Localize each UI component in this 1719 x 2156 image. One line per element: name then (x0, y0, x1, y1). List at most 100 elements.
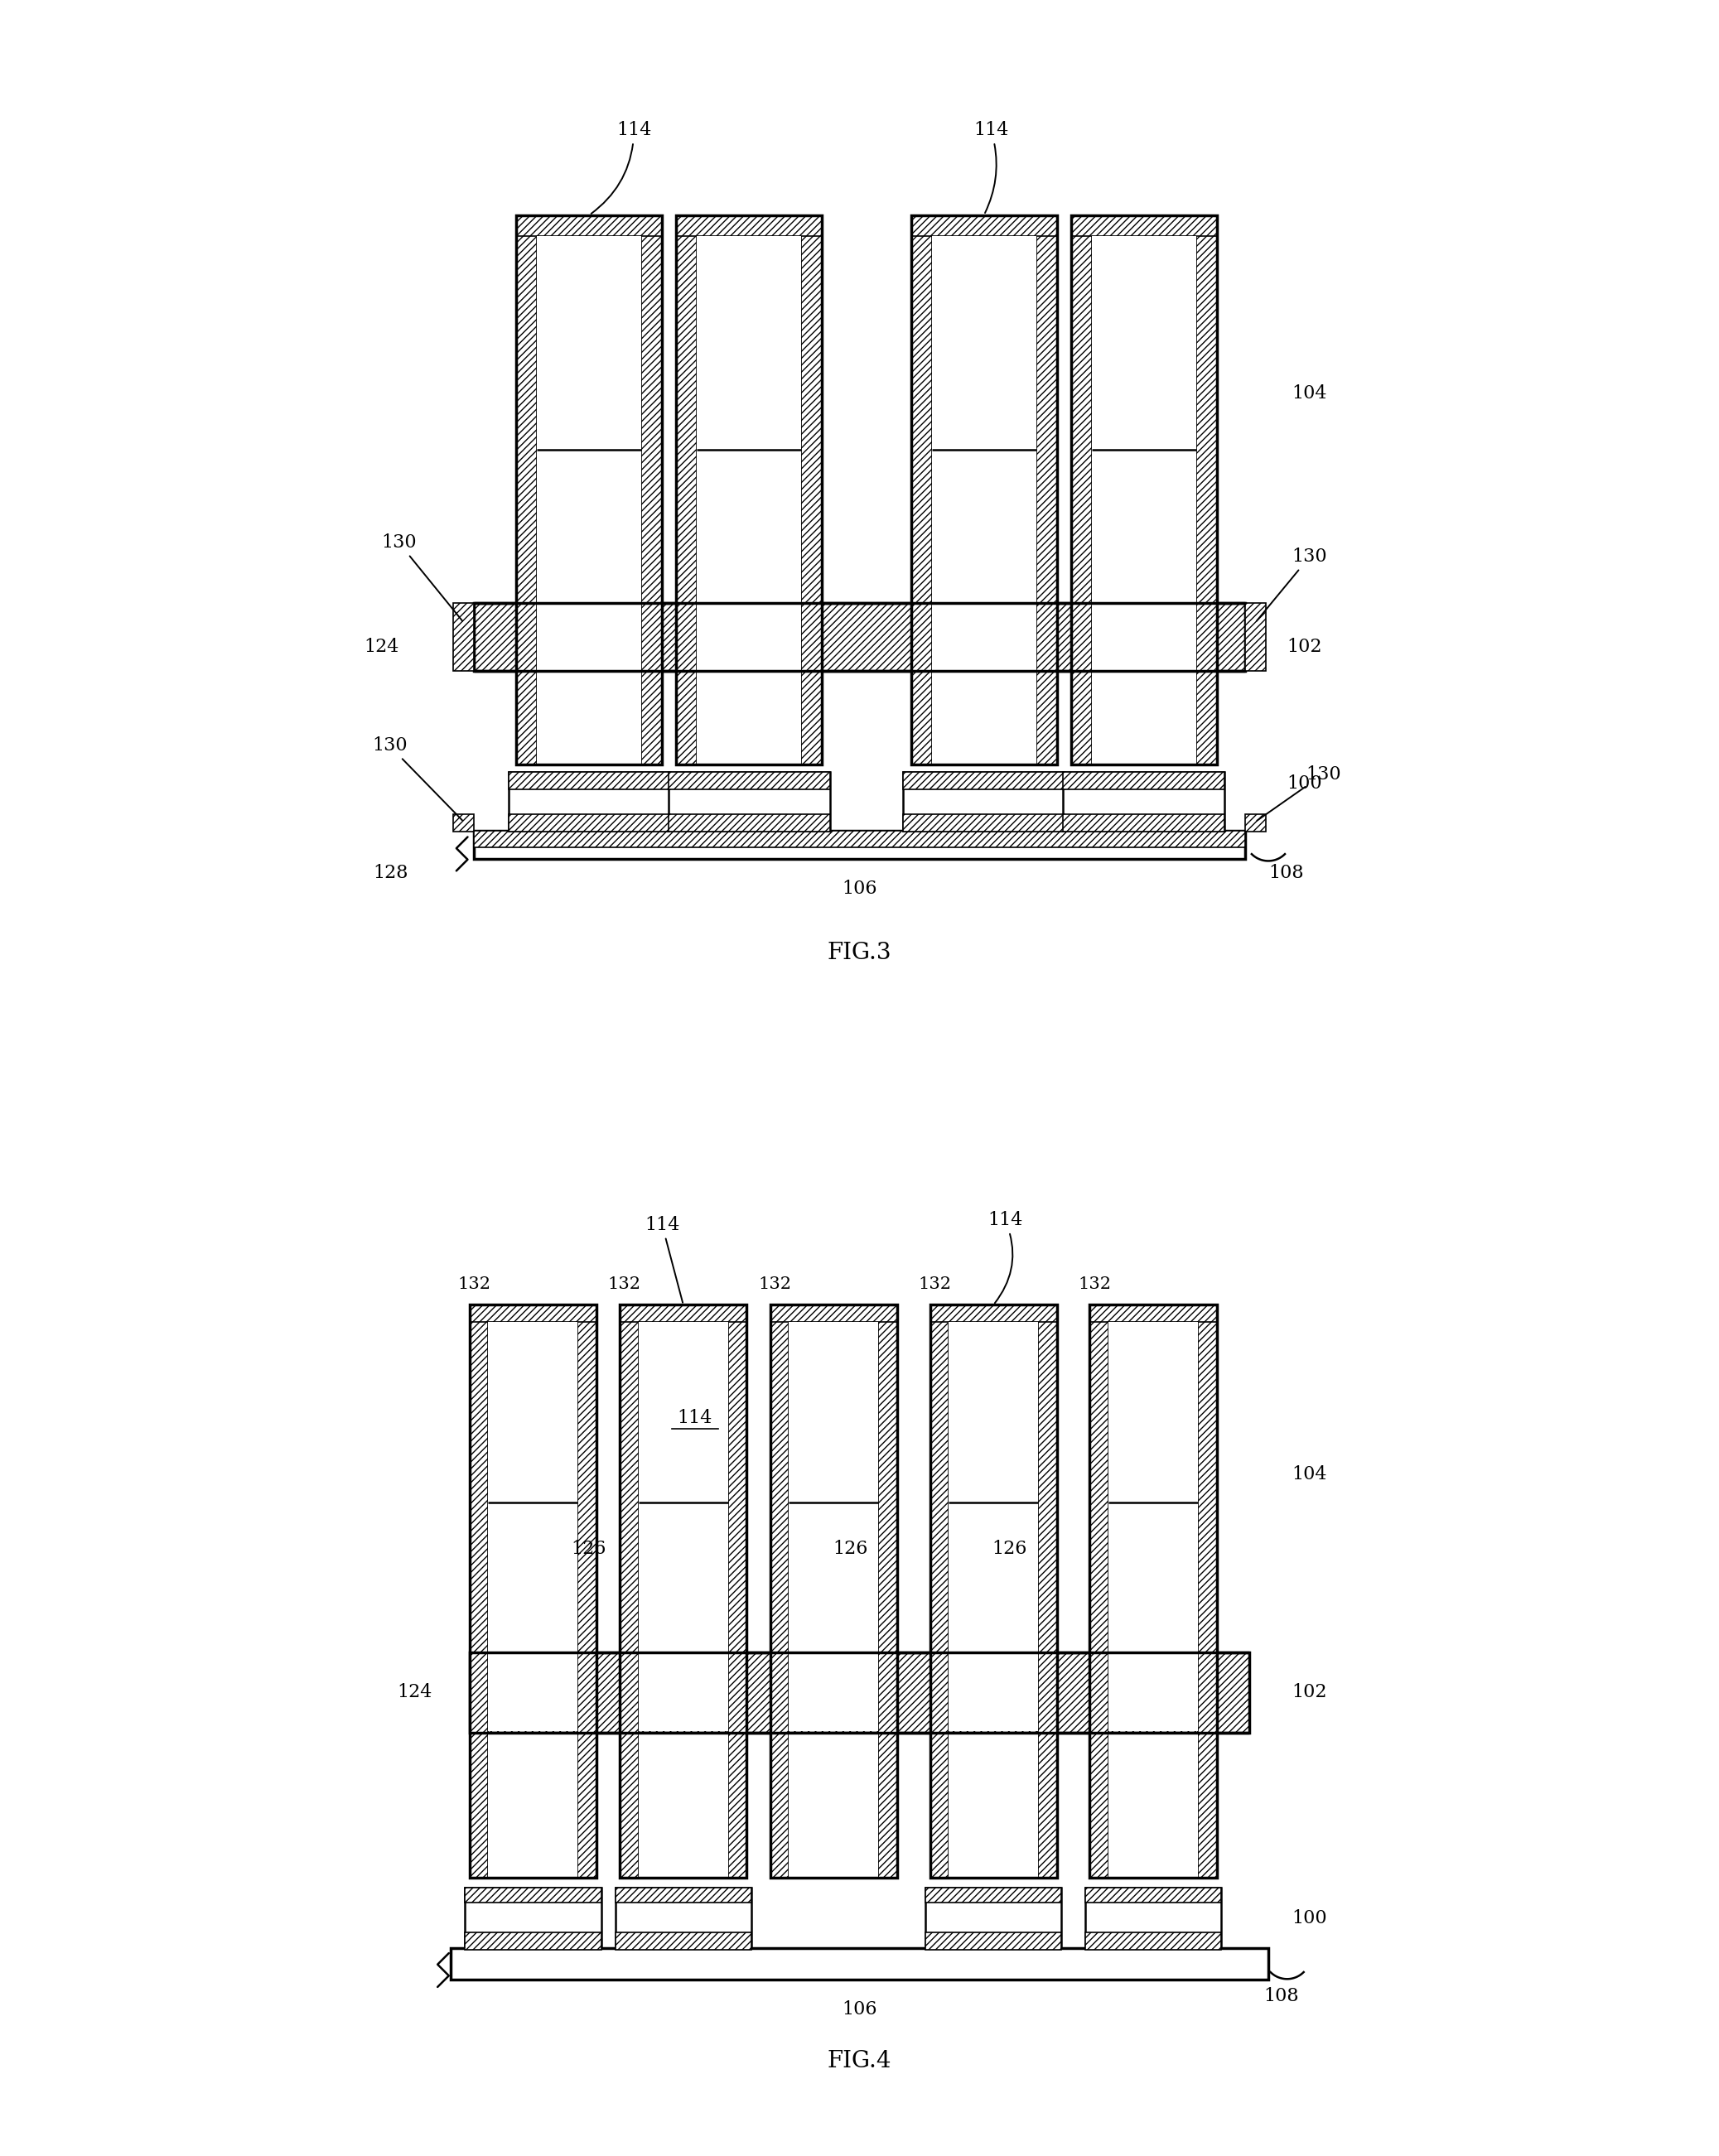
Text: 124: 124 (397, 1684, 431, 1701)
Bar (911, 216, 1057, 765)
Bar (474, 604, 1245, 671)
Bar (1092, 671, 1196, 765)
Text: 132: 132 (457, 1276, 492, 1291)
Text: 130: 130 (1257, 765, 1341, 821)
Bar (902, 815, 1064, 832)
Bar (669, 815, 830, 832)
Bar (578, 1304, 596, 1878)
Bar (925, 1932, 1062, 1949)
Bar (1092, 604, 1196, 671)
Bar (1090, 1304, 1217, 1322)
Bar (621, 1304, 639, 1878)
Bar (770, 1304, 897, 1878)
Text: 106: 106 (842, 880, 877, 897)
Bar (727, 1304, 746, 1878)
Bar (1198, 1304, 1217, 1878)
Text: 102: 102 (1288, 638, 1322, 655)
Bar (1037, 216, 1057, 765)
Bar (536, 604, 641, 671)
Bar (676, 216, 822, 765)
Bar (930, 1304, 1057, 1878)
Text: 132: 132 (1078, 1276, 1110, 1291)
Bar (902, 772, 1064, 789)
Bar (639, 1654, 727, 1731)
Bar (1062, 772, 1224, 830)
Bar (469, 1651, 1250, 1733)
Text: 100: 100 (1291, 1908, 1327, 1927)
Bar (932, 671, 1037, 765)
Bar (1245, 604, 1265, 671)
Bar (469, 1304, 596, 1322)
Text: 132: 132 (758, 1276, 791, 1291)
Bar (488, 1322, 578, 1651)
Bar (669, 772, 830, 789)
Text: 126: 126 (992, 1539, 1028, 1559)
Text: 114: 114 (973, 121, 1009, 213)
Bar (1090, 1304, 1109, 1878)
Bar (509, 815, 670, 832)
Text: FIG.3: FIG.3 (827, 942, 892, 964)
Bar (911, 216, 1057, 235)
Bar (770, 1304, 897, 1322)
Bar (669, 772, 830, 830)
Text: 132: 132 (609, 1276, 641, 1291)
Text: 106: 106 (842, 2001, 877, 2018)
Bar (925, 1886, 1062, 1949)
Bar (789, 1322, 878, 1651)
Bar (516, 216, 662, 235)
Bar (1109, 1322, 1198, 1651)
Text: 124: 124 (364, 638, 399, 655)
Text: 108: 108 (1263, 1988, 1300, 2005)
Bar (536, 671, 641, 765)
Bar (1090, 1304, 1217, 1878)
Bar (488, 1733, 578, 1878)
Text: 130: 130 (382, 535, 462, 621)
Text: 114: 114 (591, 121, 652, 213)
Bar (949, 1733, 1038, 1878)
Bar (509, 772, 670, 830)
Bar (621, 1304, 746, 1878)
Bar (615, 1932, 751, 1949)
Bar (454, 815, 474, 832)
Text: 130: 130 (371, 737, 462, 819)
Text: 126: 126 (832, 1539, 868, 1559)
Bar (932, 604, 1037, 671)
Bar (1038, 1304, 1057, 1878)
Bar (621, 1304, 746, 1322)
Bar (474, 830, 1245, 847)
Bar (454, 604, 474, 671)
Bar (450, 1949, 1269, 1979)
Bar (801, 216, 822, 765)
Bar (902, 772, 1064, 830)
Bar (1245, 815, 1265, 832)
Bar (516, 216, 536, 765)
Bar (1062, 815, 1224, 832)
Bar (1085, 1886, 1220, 1949)
Bar (925, 1886, 1062, 1902)
Bar (949, 1654, 1038, 1731)
Bar (474, 830, 1245, 858)
Bar (615, 1886, 751, 1902)
Bar (878, 1304, 897, 1878)
Bar (1071, 216, 1217, 765)
Text: 114: 114 (645, 1216, 682, 1302)
Bar (911, 216, 932, 765)
Bar (932, 235, 1037, 604)
Text: FIG.4: FIG.4 (827, 2050, 892, 2072)
Bar (509, 772, 670, 789)
Text: 100: 100 (1288, 774, 1322, 793)
Bar (464, 1886, 602, 1902)
Bar (536, 235, 641, 604)
Bar (789, 1733, 878, 1878)
Bar (696, 604, 801, 671)
Bar (930, 1304, 1057, 1322)
Bar (615, 1886, 751, 1949)
Bar (696, 235, 801, 604)
Text: 108: 108 (1269, 865, 1303, 882)
Bar (639, 1733, 727, 1878)
Bar (770, 1304, 789, 1878)
Text: 104: 104 (1291, 1464, 1327, 1483)
Bar (469, 1304, 488, 1878)
Text: 130: 130 (1257, 548, 1327, 621)
Bar (1071, 216, 1092, 765)
